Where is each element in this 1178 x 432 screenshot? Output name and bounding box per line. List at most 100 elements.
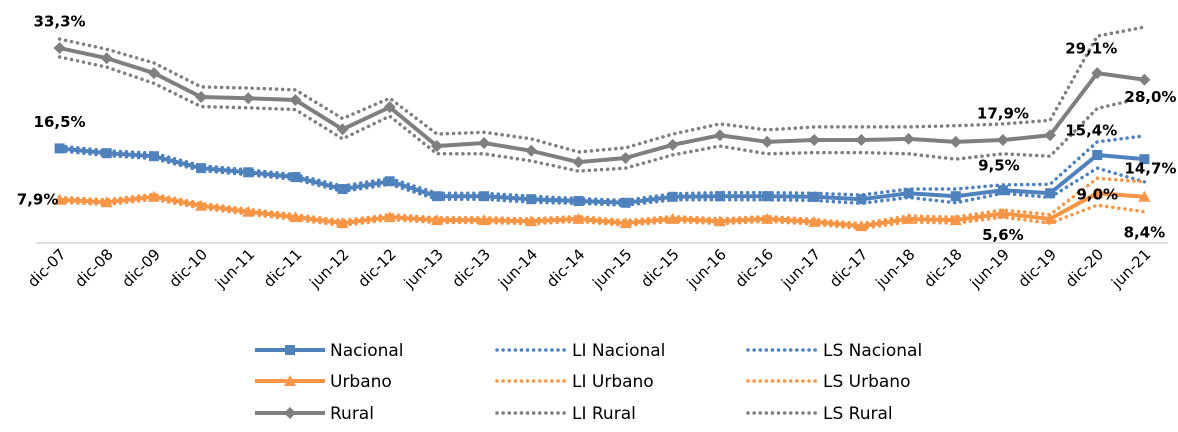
- legend-label: LS Nacional: [823, 341, 922, 361]
- marker: [1091, 67, 1104, 80]
- marker: [479, 191, 490, 202]
- marker: [809, 191, 820, 202]
- marker: [902, 212, 915, 224]
- marker: [949, 135, 962, 148]
- value-label: 28,0%: [1124, 88, 1176, 106]
- marker: [997, 185, 1008, 196]
- marker: [525, 144, 538, 157]
- x-tick-label: dic-18: [920, 245, 966, 291]
- marker: [242, 92, 255, 105]
- x-tick-label: dic-17: [826, 245, 872, 291]
- x-tick-label: dic-11: [260, 245, 306, 291]
- marker: [100, 196, 113, 208]
- interval-line: [57, 149, 1147, 207]
- marker: [572, 212, 585, 224]
- marker: [289, 94, 302, 107]
- marker: [101, 148, 112, 159]
- legend-label: LI Rural: [572, 404, 636, 424]
- legend-label: LS Urbano: [823, 372, 910, 392]
- x-tick-label: dic-13: [449, 245, 495, 291]
- x-tick-label: dic-16: [732, 245, 778, 291]
- marker: [1044, 212, 1057, 224]
- value-label: 14,7%: [1124, 160, 1176, 178]
- legend-label: LI Urbano: [572, 372, 654, 392]
- legend-label: Rural: [330, 404, 374, 424]
- marker: [53, 42, 66, 55]
- x-tick-label: dic-14: [543, 245, 589, 291]
- interval-line: [57, 176, 1147, 226]
- marker: [336, 123, 349, 136]
- marker: [525, 215, 538, 227]
- marker: [195, 199, 208, 211]
- marker: [573, 195, 584, 206]
- value-label: 9,0%: [1076, 186, 1118, 204]
- legend-label: Urbano: [330, 372, 392, 392]
- marker: [478, 137, 491, 150]
- marker: [290, 172, 301, 183]
- marker: [383, 211, 396, 223]
- marker: [761, 212, 774, 224]
- x-tick-label: jun-17: [777, 245, 824, 292]
- x-tick-label: jun-19: [966, 245, 1013, 292]
- series-line: [59, 46, 1145, 165]
- marker: [619, 217, 632, 229]
- x-tick-label: dic-15: [637, 245, 683, 291]
- marker: [572, 156, 585, 169]
- interval-line: [57, 134, 1147, 203]
- marker: [856, 194, 867, 205]
- marker: [54, 143, 65, 154]
- marker: [1092, 149, 1103, 160]
- marker: [855, 220, 868, 232]
- value-label: 7,9%: [17, 190, 59, 208]
- marker: [713, 215, 726, 227]
- marker: [666, 138, 679, 151]
- marker: [808, 134, 821, 147]
- marker: [996, 207, 1009, 219]
- value-label: 9,5%: [978, 157, 1020, 175]
- marker: [667, 191, 678, 202]
- value-label: 15,4%: [1065, 121, 1117, 139]
- series-line: [59, 191, 1145, 229]
- marker: [808, 215, 821, 227]
- marker: [620, 197, 631, 208]
- marker: [1138, 73, 1151, 86]
- marker: [1138, 190, 1151, 202]
- marker: [195, 91, 208, 104]
- marker: [996, 134, 1009, 147]
- x-tick-label: jun-11: [211, 245, 258, 292]
- legend-label: Nacional: [330, 341, 404, 361]
- legend-marker: [284, 407, 296, 419]
- legend-label: LI Nacional: [572, 341, 665, 361]
- marker: [431, 191, 442, 202]
- marker: [196, 163, 207, 174]
- marker: [430, 140, 443, 153]
- x-tick-label: dic-08: [71, 245, 117, 291]
- marker: [902, 132, 915, 145]
- marker: [289, 211, 302, 223]
- marker: [53, 193, 66, 205]
- legend-label: LS Rural: [823, 404, 893, 424]
- marker: [337, 184, 348, 195]
- legend-marker: [285, 345, 295, 355]
- marker: [666, 212, 679, 224]
- value-label: 17,9%: [977, 105, 1029, 123]
- marker: [713, 129, 726, 142]
- x-tick-label: jun-13: [400, 245, 447, 292]
- marker: [478, 214, 491, 226]
- marker: [855, 134, 868, 147]
- marker: [619, 151, 632, 164]
- marker: [384, 176, 395, 187]
- marker: [1139, 154, 1150, 165]
- x-tick-label: dic-19: [1015, 245, 1061, 291]
- marker: [242, 205, 255, 217]
- marker: [336, 217, 349, 229]
- series-line: [59, 146, 1145, 205]
- marker: [383, 101, 396, 114]
- value-label: 33,3%: [34, 13, 86, 31]
- x-tick-label: jun-15: [588, 245, 635, 292]
- marker: [761, 135, 774, 148]
- marker: [1045, 188, 1056, 199]
- legend-marker: [284, 375, 296, 386]
- interval-line: [57, 197, 1147, 231]
- x-tick-label: jun-16: [683, 245, 730, 292]
